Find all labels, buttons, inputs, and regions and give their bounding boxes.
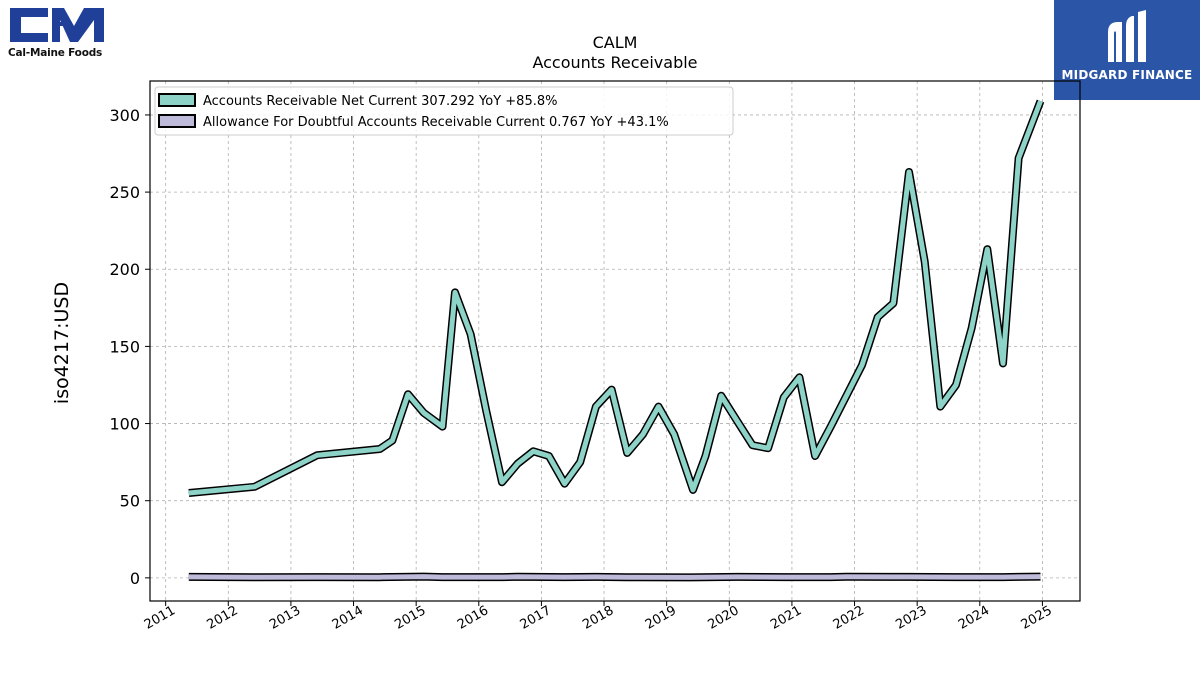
x-tick-label: 2021: [768, 603, 804, 633]
chart-subtitle: Accounts Receivable: [532, 53, 697, 72]
series-lines: [188, 99, 1045, 582]
x-tick-label: 2019: [643, 603, 679, 633]
legend-swatch-2: [158, 114, 196, 128]
x-tick-label: 2015: [392, 603, 428, 633]
midgard-finance-brand: MIDGARD FINANCE: [1054, 0, 1200, 100]
x-tick-label: 2016: [455, 603, 491, 633]
x-tick-label: 2013: [267, 603, 303, 633]
x-tick-label: 2017: [518, 603, 554, 633]
y-tick-label: 250: [109, 183, 140, 202]
x-tick-label: 2012: [204, 603, 240, 633]
y-tick-label: 100: [109, 415, 140, 434]
series-line-1: [188, 100, 1043, 496]
x-tick-label: 2025: [1019, 603, 1055, 633]
series-line-2: [188, 574, 1041, 580]
x-tick-label: 2018: [580, 603, 616, 633]
x-tick-label: 2023: [893, 603, 929, 633]
legend: Accounts Receivable Net Current 307.292 …: [154, 86, 734, 136]
y-tick-label: 150: [109, 337, 140, 356]
y-tick-label: 200: [109, 260, 140, 279]
x-tick-label: 2022: [831, 603, 867, 633]
y-tick-label: 0: [130, 569, 140, 588]
plot-frame: [149, 80, 1081, 602]
cal-maine-foods-name: Cal-Maine Foods: [8, 47, 103, 59]
legend-label-2: Allowance For Doubtful Accounts Receivab…: [203, 115, 669, 130]
chart-title: CALM: [593, 33, 638, 52]
grid: [150, 81, 1080, 601]
midgard-m-logo-icon: [1108, 10, 1146, 62]
series-outline-1: [188, 99, 1045, 497]
y-tick-label: 50: [120, 492, 140, 511]
x-tick-label: 2014: [330, 603, 366, 633]
y-tick-label: 300: [109, 106, 140, 125]
cal-maine-foods-brand: Cal-Maine Foods: [8, 6, 108, 66]
legend-label-1: Accounts Receivable Net Current 307.292 …: [203, 94, 558, 109]
y-axis-label: iso4217:USD: [51, 282, 73, 404]
midgard-finance-name: MIDGARD FINANCE: [1061, 68, 1193, 82]
x-tick-label: 2024: [956, 603, 992, 633]
legend-swatch-1: [158, 93, 196, 107]
x-tick-label: 2011: [142, 603, 178, 633]
cal-maine-cm-logo-icon: [10, 8, 104, 42]
x-tick-label: 2020: [705, 603, 741, 633]
legend-box: [154, 86, 734, 136]
